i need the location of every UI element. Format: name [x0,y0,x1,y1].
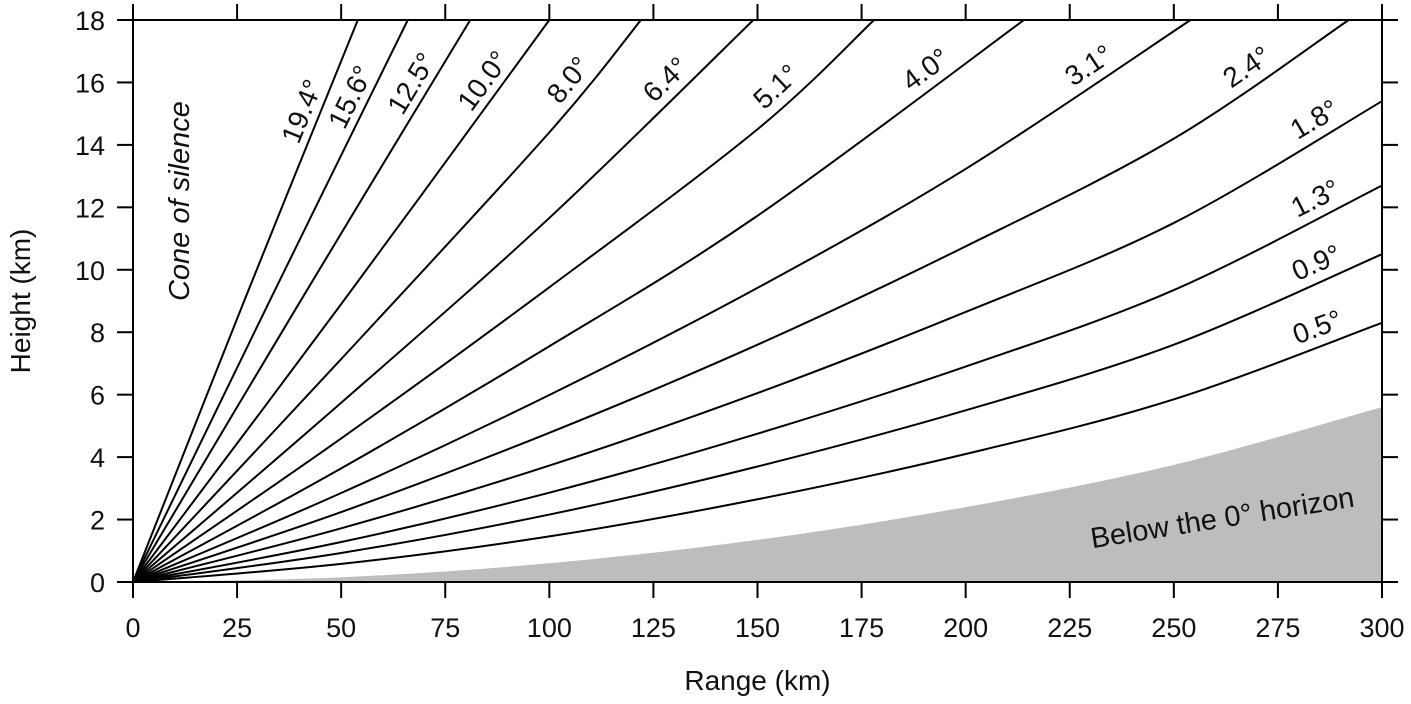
beam-line-0 [132,321,1383,583]
x-tick-label: 25 [222,613,252,643]
x-tick-label: 175 [839,613,884,643]
x-tick-label: 75 [430,613,460,643]
y-tick-label: 12 [75,193,105,223]
series-layer [132,19,1383,583]
x-tick-label: 250 [1151,613,1196,643]
beam-label-5: 3.1° [1059,38,1118,92]
x-tick-label: 275 [1255,613,1300,643]
y-tick-label: 4 [90,443,105,473]
beam-label-3: 1.8° [1285,93,1344,145]
y-tick-label: 8 [90,318,105,348]
beam-label-8: 6.4° [637,51,695,108]
beam-label-0: 0.5° [1288,304,1346,350]
y-tick-label: 16 [75,68,105,98]
beam-line-13 [132,19,359,583]
beam-line-6 [132,19,1025,583]
beam-label-1: 0.9° [1287,238,1345,286]
y-tick-label: 14 [75,131,105,161]
y-tick-label: 6 [90,381,105,411]
below-horizon-area [133,407,1382,582]
beam-line-12 [132,19,409,583]
beam-line-1 [132,253,1383,583]
cone-of-silence-annotation: Cone of silence [164,101,196,301]
y-tick-label: 0 [90,568,105,598]
x-tick-label: 200 [943,613,988,643]
beam-line-4 [132,19,1350,583]
shade-layer [133,407,1382,582]
x-axis-title: Range (km) [684,665,830,696]
x-tick-label: 225 [1047,613,1092,643]
beam-label-9: 8.0° [540,51,596,109]
beam-line-5 [132,19,1192,583]
beam-line-2 [132,184,1383,583]
y-tick-label: 2 [90,506,105,536]
beam-label-4: 2.4° [1217,40,1276,94]
x-tick-label: 50 [326,613,356,643]
x-tick-label: 150 [735,613,780,643]
beam-label-2: 1.3° [1286,173,1345,223]
y-tick-label: 18 [75,6,105,36]
axis-layer: 0 25 50 75 100 125 150 175 200 225 250 275 300 0 2 4 6 8 1… [75,4,1405,643]
y-axis-title: Height (km) [5,229,36,374]
y-tick-label: 10 [75,256,105,286]
beam-line-9 [132,19,642,583]
beam-line-11 [132,19,472,583]
beam-line-3 [132,100,1383,583]
beam-line-8 [132,19,755,583]
beam-label-6: 4.0° [896,42,955,97]
x-tick-label: 100 [527,613,572,643]
beam-line-7 [132,19,875,583]
beam-label-7: 5.1° [747,58,805,115]
beam-line-10 [132,19,551,583]
x-tick-label: 125 [631,613,676,643]
x-tick-label: 300 [1359,613,1404,643]
label-layer: 0.5° 0.9° 1.3° 1.8°2.4° 3.1° 4.0° 5.1° 6.4° 8.0°… [275,38,1346,350]
x-tick-label: 0 [125,613,140,643]
